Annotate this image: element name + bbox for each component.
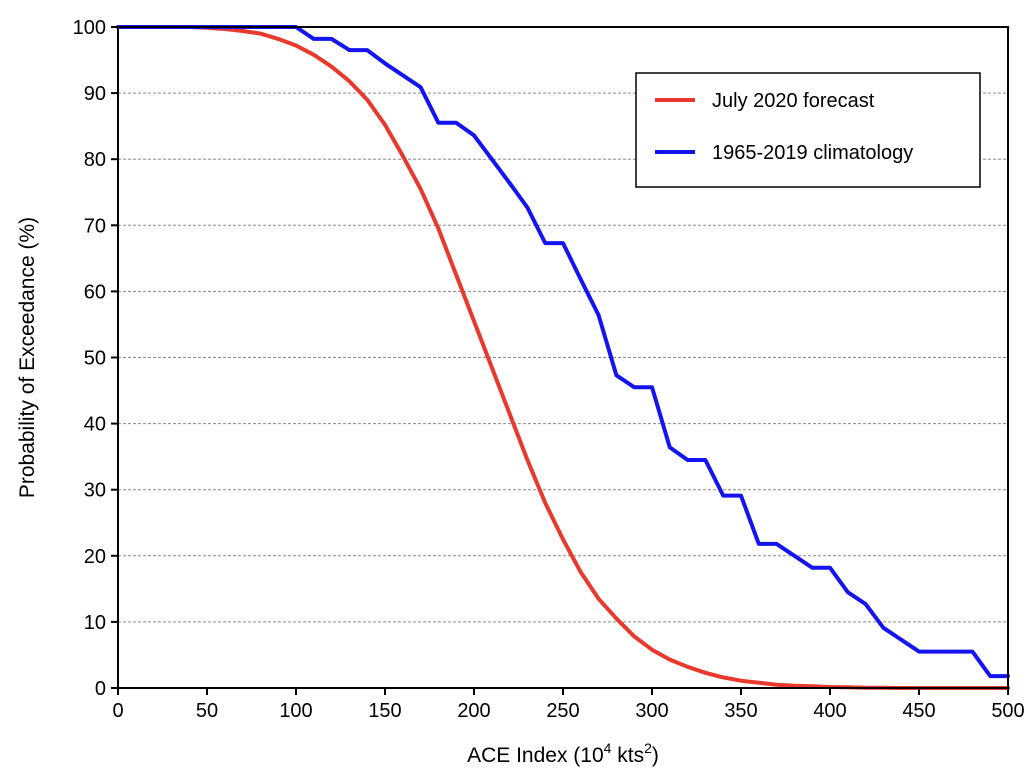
legend: July 2020 forecast 1965-2019 climatology	[635, 72, 981, 188]
x-axis-title: ACE Index (104 kts2)	[467, 740, 659, 767]
x-tick-label-50: 50	[196, 700, 218, 722]
x-tick-label-500: 500	[991, 700, 1024, 722]
x-tick-label-400: 400	[813, 700, 846, 722]
series-line-1	[116, 25, 1010, 679]
x-axis-title-main: ACE Index (10	[467, 744, 604, 767]
y-tick-label-90: 90	[84, 83, 106, 105]
x-tick-label-300: 300	[635, 700, 668, 722]
y-tick-label-30: 30	[84, 480, 106, 502]
legend-label-1: 1965-2019 climatology	[712, 142, 913, 164]
x-axis-title-sup2: 2	[644, 740, 652, 756]
x-tick-label-250: 250	[546, 700, 579, 722]
x-tick-label-450: 450	[902, 700, 935, 722]
x-axis-title-mid: kts	[611, 744, 644, 767]
y-axis-title: Probability of Exceedance (%)	[16, 217, 39, 498]
y-tick-label-40: 40	[84, 414, 106, 436]
x-tick-label-350: 350	[724, 700, 757, 722]
legend-box	[635, 72, 981, 188]
x-tick-label-0: 0	[112, 700, 123, 722]
y-tick-label-20: 20	[84, 546, 106, 568]
x-axis-title-sup1: 4	[604, 740, 612, 756]
y-tick-label-10: 10	[84, 612, 106, 634]
y-tick-label-60: 60	[84, 281, 106, 303]
y-tick-label-80: 80	[84, 149, 106, 171]
y-tick-label-0: 0	[95, 678, 106, 700]
y-tick-label-70: 70	[84, 215, 106, 237]
y-tick-label-50: 50	[84, 348, 106, 370]
legend-label-0: July 2020 forecast	[712, 90, 875, 112]
ticks: 0 50 100 150 200 250 300 350 400 450 500 0 10 20 30 40 5…	[73, 17, 1025, 722]
x-axis-title-end: )	[652, 744, 659, 767]
y-tick-label-100: 100	[73, 17, 106, 39]
x-tick-label-100: 100	[279, 700, 312, 722]
x-tick-label-200: 200	[457, 700, 490, 722]
x-tick-label-150: 150	[368, 700, 401, 722]
